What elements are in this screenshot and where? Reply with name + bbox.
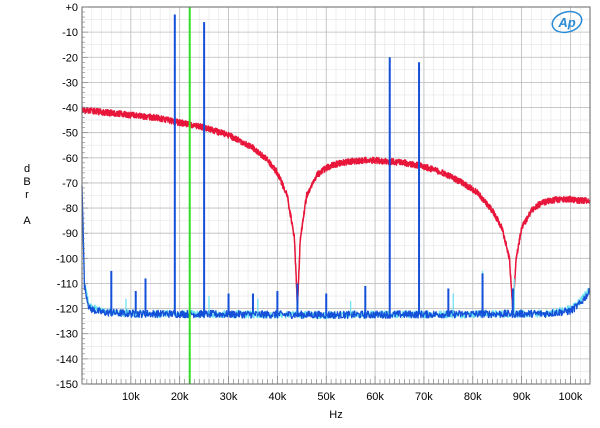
x-tick-label: 20k [171, 391, 189, 403]
y-tick-label: -130 [56, 329, 78, 341]
x-tick-label: 30k [220, 391, 238, 403]
series-layer [81, 106, 591, 320]
x-tick-label: 50k [317, 391, 335, 403]
x-tick-label: 40k [269, 391, 287, 403]
x-tick-label: 60k [366, 391, 384, 403]
y-tick-labels: +0 -10 -20 -30 -40 -50 -60 -70 -80 -90 -100 -110 -12… [56, 2, 78, 391]
y-tick-label: -90 [62, 228, 78, 240]
y-tick-label: -100 [56, 253, 78, 265]
y-tick-label: -120 [56, 304, 78, 316]
y-axis-label: dBr A [23, 163, 31, 227]
y-tick-label: -60 [62, 153, 78, 165]
minor-ticks [81, 6, 591, 385]
y-tick-label: -110 [57, 278, 78, 290]
x-tick-label: 80k [464, 391, 482, 403]
series-line [81, 106, 591, 309]
x-tick-label: 70k [415, 391, 433, 403]
series-line [81, 185, 591, 320]
ap-logo: Ap [551, 10, 583, 34]
x-tick-label: 90k [513, 391, 531, 403]
y-tick-label: -80 [62, 203, 78, 215]
x-tick-labels: 10k 20k 30k 40k 50k 60k 70k 80k 90k 100k [122, 391, 583, 403]
y-tick-label: -40 [62, 103, 78, 115]
y-axis-label-char: A [23, 215, 31, 227]
y-tick-label: -140 [56, 354, 78, 366]
y-axis-label-char: B [23, 176, 30, 188]
y-tick-label: -10 [62, 27, 78, 39]
y-tick-label: -20 [62, 52, 78, 64]
x-tick-label: 10k [122, 391, 140, 403]
y-tick-label: -70 [62, 178, 78, 190]
y-tick-label: -50 [62, 128, 78, 140]
y-axis-label-char: r [25, 189, 29, 201]
y-axis-label-char: d [24, 163, 30, 175]
logo-text: Ap [557, 15, 575, 30]
y-tick-label: +0 [65, 2, 78, 14]
spike-layer [110, 14, 515, 314]
x-axis-label: Hz [329, 409, 342, 421]
x-tick-label: 100k [559, 391, 583, 403]
y-tick-label: -150 [56, 379, 78, 391]
y-tick-label: -30 [62, 77, 78, 89]
